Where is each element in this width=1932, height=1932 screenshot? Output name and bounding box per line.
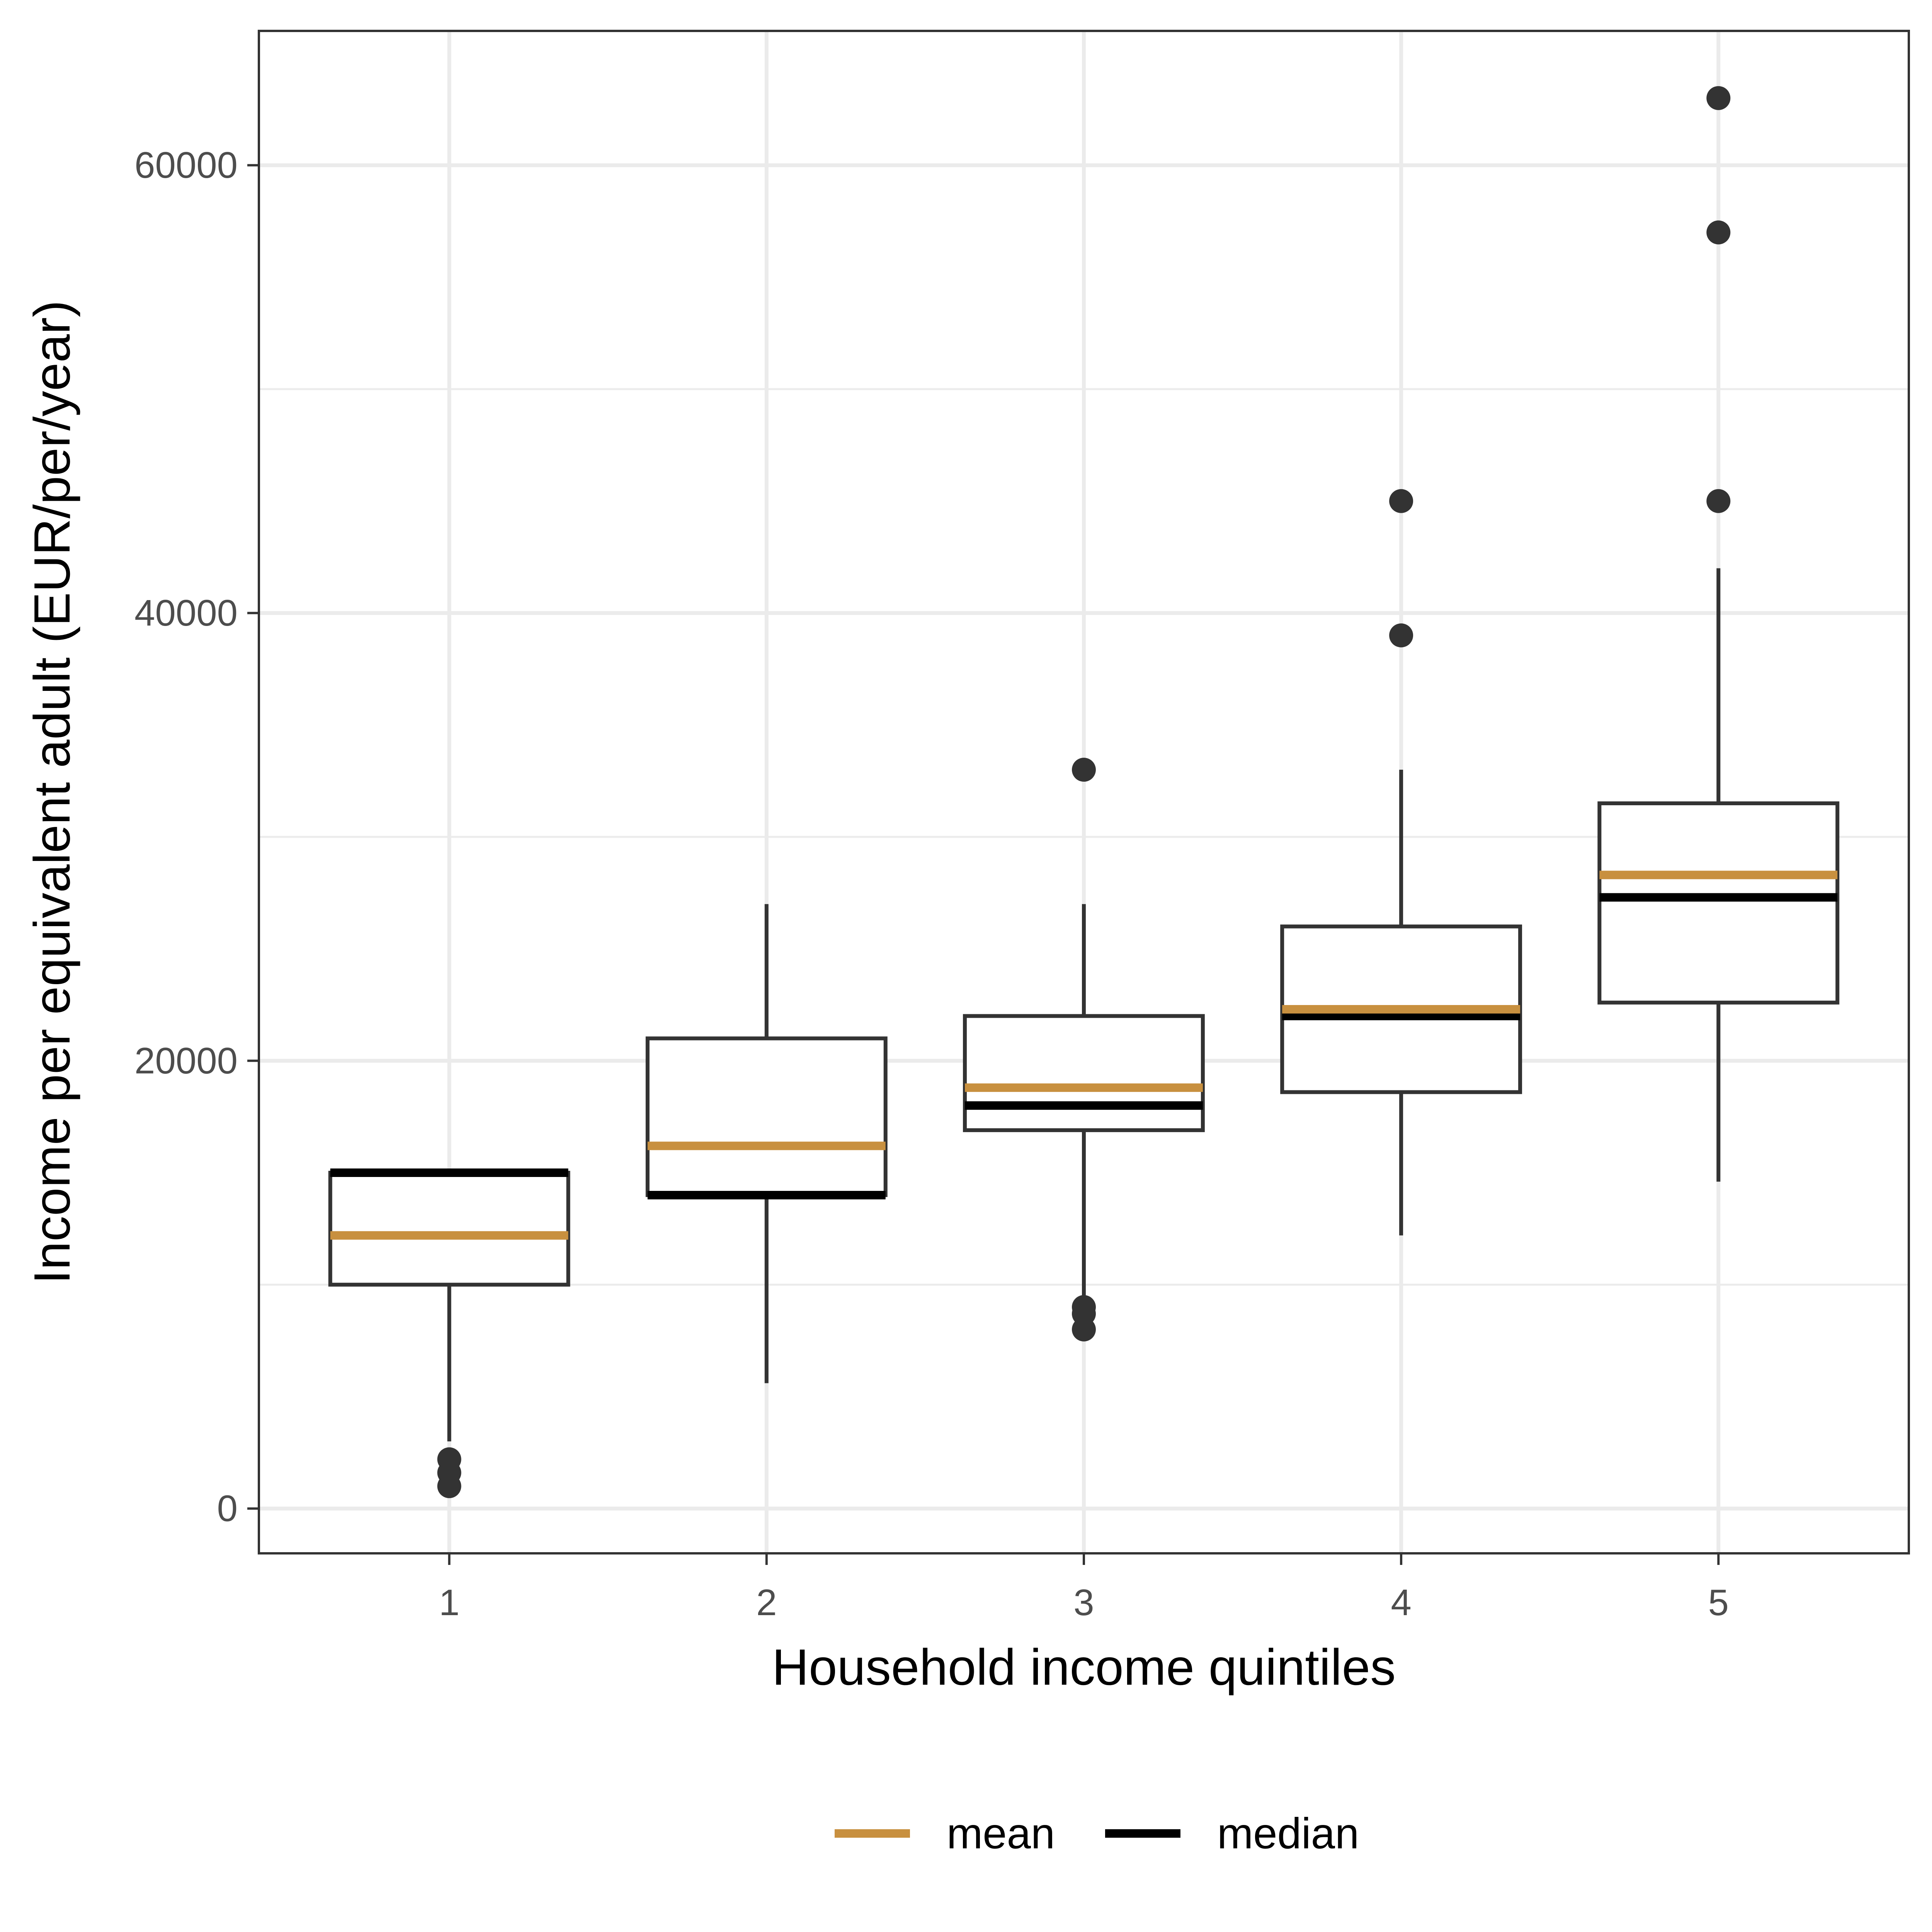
- box-group: [1597, 86, 1840, 1182]
- outlier-point: [437, 1474, 461, 1498]
- box-group: [963, 758, 1205, 1342]
- outlier-point: [1072, 758, 1096, 782]
- x-tick-label: 1: [439, 1582, 459, 1623]
- x-tick-label: 5: [1708, 1582, 1729, 1623]
- x-tick-label: 2: [756, 1582, 777, 1623]
- x-axis-title: Household income quintiles: [772, 1639, 1396, 1696]
- legend-label-median: median: [1217, 1810, 1359, 1858]
- box-iqr: [645, 1036, 888, 1197]
- legend-label-mean: mean: [947, 1810, 1055, 1858]
- box-group: [1280, 489, 1522, 1236]
- box-group: [645, 904, 888, 1383]
- outlier-point: [1389, 623, 1413, 648]
- y-tick-label: 0: [217, 1488, 238, 1529]
- y-axis-ticks: 0 20000 40000 60000: [134, 145, 259, 1529]
- y-tick-label: 40000: [134, 592, 238, 634]
- box-group: [328, 1168, 570, 1498]
- outlier-point: [1072, 1317, 1096, 1342]
- boxes-layer: [328, 86, 1840, 1498]
- y-tick-label: 60000: [134, 145, 238, 186]
- legend: mean median: [835, 1810, 1359, 1858]
- box-iqr: [328, 1171, 570, 1287]
- x-tick-label: 4: [1391, 1582, 1411, 1623]
- y-axis-title: Income per equivalent adult (EUR/per/yea…: [24, 300, 80, 1284]
- outlier-point: [1389, 489, 1413, 513]
- x-tick-label: 3: [1073, 1582, 1094, 1623]
- outlier-point: [1706, 489, 1731, 513]
- box-iqr: [963, 1014, 1205, 1132]
- box-iqr: [1597, 801, 1840, 1005]
- outlier-point: [1706, 220, 1731, 245]
- y-tick-label: 20000: [134, 1040, 238, 1082]
- x-axis-ticks: 1 2 3 4 5: [439, 1553, 1729, 1623]
- outlier-point: [1706, 86, 1731, 110]
